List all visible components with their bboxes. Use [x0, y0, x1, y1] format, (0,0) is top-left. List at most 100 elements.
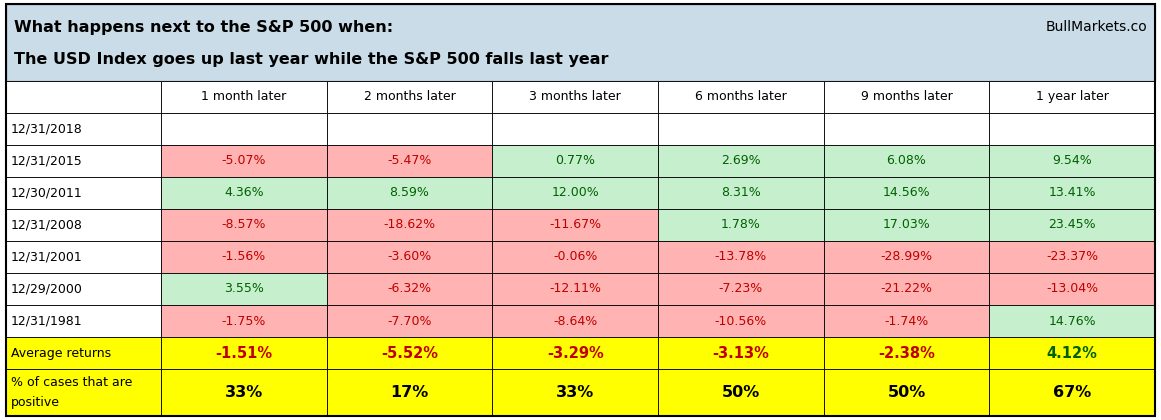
Text: -1.51%: -1.51% [215, 346, 273, 360]
Bar [658, 241, 823, 273]
Bar [6, 145, 161, 177]
Text: 14.76%: 14.76% [1048, 315, 1096, 328]
Text: 12/31/2001: 12/31/2001 [10, 250, 82, 263]
Bar [823, 209, 989, 241]
Text: -0.06%: -0.06% [553, 250, 598, 263]
Text: -1.56%: -1.56% [222, 250, 266, 263]
Bar [989, 369, 1155, 416]
Text: -13.78%: -13.78% [715, 250, 767, 263]
Text: 1 month later: 1 month later [201, 90, 287, 103]
Text: -7.23%: -7.23% [719, 283, 763, 296]
Bar [989, 241, 1155, 273]
Text: -18.62%: -18.62% [383, 218, 435, 231]
Text: 9 months later: 9 months later [860, 90, 952, 103]
Text: 3.55%: 3.55% [224, 283, 264, 296]
Bar [492, 81, 658, 113]
Bar [6, 337, 161, 369]
Text: 12/31/1981: 12/31/1981 [10, 315, 82, 328]
Text: 33%: 33% [225, 385, 262, 400]
Text: -23.37%: -23.37% [1046, 250, 1098, 263]
Text: 13.41%: 13.41% [1048, 186, 1096, 199]
Bar [823, 273, 989, 305]
Text: 6.08%: 6.08% [887, 155, 926, 168]
Text: -11.67%: -11.67% [549, 218, 601, 231]
Bar [492, 369, 658, 416]
Bar [492, 305, 658, 337]
Bar [6, 369, 161, 416]
Text: BullMarkets.co: BullMarkets.co [1045, 20, 1147, 34]
Bar [6, 305, 161, 337]
Bar [6, 177, 161, 209]
Bar [326, 337, 492, 369]
Bar [658, 305, 823, 337]
Text: 1.78%: 1.78% [721, 218, 760, 231]
Text: -1.75%: -1.75% [222, 315, 266, 328]
Bar [658, 209, 823, 241]
Text: -3.60%: -3.60% [388, 250, 432, 263]
Bar [326, 113, 492, 145]
Text: -8.57%: -8.57% [222, 218, 266, 231]
Text: -28.99%: -28.99% [880, 250, 932, 263]
Text: 1 year later: 1 year later [1036, 90, 1109, 103]
Text: -12.11%: -12.11% [549, 283, 601, 296]
Text: What happens next to the S&P 500 when:: What happens next to the S&P 500 when: [14, 20, 394, 34]
Text: -5.47%: -5.47% [388, 155, 432, 168]
Text: -21.22%: -21.22% [880, 283, 932, 296]
Bar [989, 273, 1155, 305]
Bar [823, 145, 989, 177]
Text: -10.56%: -10.56% [715, 315, 767, 328]
Text: 12/31/2018: 12/31/2018 [10, 122, 82, 135]
Bar [6, 4, 1155, 81]
Bar [161, 81, 326, 113]
Text: 33%: 33% [556, 385, 594, 400]
Text: 50%: 50% [722, 385, 760, 400]
Text: 12/31/2015: 12/31/2015 [10, 155, 82, 168]
Bar [989, 177, 1155, 209]
Bar [492, 273, 658, 305]
Bar [6, 113, 161, 145]
Bar [989, 305, 1155, 337]
Text: 17%: 17% [390, 385, 428, 400]
Text: -6.32%: -6.32% [388, 283, 432, 296]
Bar [989, 81, 1155, 113]
Bar [161, 337, 326, 369]
Text: -3.29%: -3.29% [547, 346, 604, 360]
Bar [161, 145, 326, 177]
Text: 3 months later: 3 months later [529, 90, 621, 103]
Bar [492, 209, 658, 241]
Text: -5.07%: -5.07% [222, 155, 266, 168]
Text: 4.36%: 4.36% [224, 186, 264, 199]
Text: -3.13%: -3.13% [713, 346, 770, 360]
Bar [161, 177, 326, 209]
Bar [492, 145, 658, 177]
Bar [326, 305, 492, 337]
Bar [326, 81, 492, 113]
Text: 12.00%: 12.00% [551, 186, 599, 199]
Text: 0.77%: 0.77% [555, 155, 596, 168]
Bar [6, 273, 161, 305]
Bar [161, 113, 326, 145]
Text: -8.64%: -8.64% [553, 315, 597, 328]
Bar [658, 177, 823, 209]
Text: 12/31/2008: 12/31/2008 [10, 218, 82, 231]
Text: -1.74%: -1.74% [885, 315, 929, 328]
Bar [161, 369, 326, 416]
Bar [989, 337, 1155, 369]
Text: 8.31%: 8.31% [721, 186, 760, 199]
Text: 12/29/2000: 12/29/2000 [10, 283, 82, 296]
Text: 17.03%: 17.03% [882, 218, 930, 231]
Text: 6 months later: 6 months later [695, 90, 787, 103]
Text: 50%: 50% [887, 385, 925, 400]
Text: % of cases that are: % of cases that are [10, 375, 132, 389]
Bar [326, 241, 492, 273]
Text: 2 months later: 2 months later [363, 90, 455, 103]
Bar [326, 145, 492, 177]
Bar [658, 113, 823, 145]
Bar [658, 337, 823, 369]
Bar [326, 177, 492, 209]
Text: 12/30/2011: 12/30/2011 [10, 186, 82, 199]
Bar [492, 113, 658, 145]
Text: 23.45%: 23.45% [1048, 218, 1096, 231]
Bar [161, 241, 326, 273]
Text: 2.69%: 2.69% [721, 155, 760, 168]
